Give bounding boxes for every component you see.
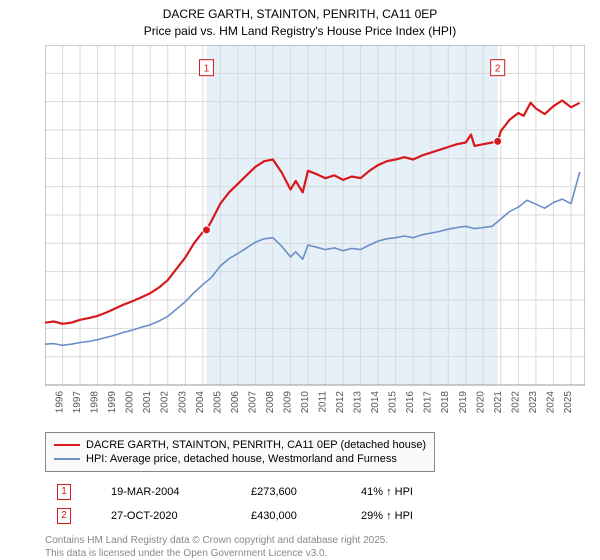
svg-text:2002: 2002 <box>160 391 171 414</box>
svg-text:2023: 2023 <box>528 391 539 414</box>
marker-id-box: 2 <box>57 508 71 524</box>
svg-text:2008: 2008 <box>265 391 276 414</box>
marker-price: £273,600 <box>251 486 321 498</box>
svg-text:2009: 2009 <box>282 391 293 414</box>
marker-detail-rows: 1 19-MAR-2004 £273,600 41% ↑ HPI 2 27-OCT-202… <box>45 480 585 528</box>
marker-detail-row: 2 27-OCT-2020 £430,000 29% ↑ HPI <box>45 504 585 528</box>
legend-label-price-paid: DACRE GARTH, STAINTON, PENRITH, CA11 0EP… <box>86 439 426 451</box>
legend-swatch-hpi <box>54 458 80 460</box>
svg-text:2: 2 <box>495 64 501 75</box>
svg-text:2003: 2003 <box>177 391 188 414</box>
credits-line1: Contains HM Land Registry data © Crown c… <box>45 534 585 547</box>
svg-text:2021: 2021 <box>493 391 504 414</box>
svg-text:1997: 1997 <box>72 391 83 414</box>
svg-text:2018: 2018 <box>440 391 451 414</box>
marker-date: 19-MAR-2004 <box>111 486 211 498</box>
svg-text:2013: 2013 <box>353 391 364 414</box>
svg-text:2022: 2022 <box>510 391 521 414</box>
marker-date: 27-OCT-2020 <box>111 510 211 522</box>
chart-footer: DACRE GARTH, STAINTON, PENRITH, CA11 0EP… <box>45 432 585 560</box>
svg-text:1999: 1999 <box>107 391 118 414</box>
marker-id-box: 1 <box>57 484 71 500</box>
svg-text:2016: 2016 <box>405 391 416 414</box>
svg-text:2010: 2010 <box>300 391 311 414</box>
svg-text:2000: 2000 <box>125 391 136 414</box>
svg-text:2019: 2019 <box>458 391 469 414</box>
svg-text:2011: 2011 <box>318 391 329 413</box>
svg-text:2001: 2001 <box>142 391 153 414</box>
chart-title-block: DACRE GARTH, STAINTON, PENRITH, CA11 0EP… <box>0 0 600 40</box>
svg-text:1995: 1995 <box>45 391 48 414</box>
svg-text:2005: 2005 <box>212 391 223 414</box>
credits-block: Contains HM Land Registry data © Crown c… <box>45 528 585 560</box>
legend-row-hpi: HPI: Average price, detached house, West… <box>54 452 426 466</box>
marker-delta: 41% ↑ HPI <box>361 486 413 498</box>
chart-plot-area: £0£50K£100K£150K£200K£250K£300K£350K£400… <box>45 45 585 425</box>
legend-box: DACRE GARTH, STAINTON, PENRITH, CA11 0EP… <box>45 432 435 472</box>
legend-label-hpi: HPI: Average price, detached house, West… <box>86 453 397 465</box>
legend-swatch-price-paid <box>54 444 80 446</box>
credits-line2: This data is licensed under the Open Gov… <box>45 547 585 560</box>
svg-text:2024: 2024 <box>545 391 556 414</box>
chart-container: DACRE GARTH, STAINTON, PENRITH, CA11 0EP… <box>0 0 600 560</box>
marker-detail-row: 1 19-MAR-2004 £273,600 41% ↑ HPI <box>45 480 585 504</box>
chart-svg: £0£50K£100K£150K£200K£250K£300K£350K£400… <box>45 45 585 425</box>
legend-row-price-paid: DACRE GARTH, STAINTON, PENRITH, CA11 0EP… <box>54 438 426 452</box>
chart-title-line2: Price paid vs. HM Land Registry's House … <box>0 23 600 40</box>
svg-text:2007: 2007 <box>247 391 258 414</box>
svg-text:2004: 2004 <box>195 391 206 414</box>
svg-text:2014: 2014 <box>370 391 381 414</box>
chart-title-line1: DACRE GARTH, STAINTON, PENRITH, CA11 0EP <box>0 6 600 23</box>
svg-text:2020: 2020 <box>475 391 486 414</box>
marker-delta: 29% ↑ HPI <box>361 510 413 522</box>
svg-text:2025: 2025 <box>563 391 574 414</box>
marker-price: £430,000 <box>251 510 321 522</box>
svg-text:1998: 1998 <box>90 391 101 414</box>
svg-text:1: 1 <box>204 64 210 75</box>
svg-text:2017: 2017 <box>423 391 434 414</box>
svg-text:2006: 2006 <box>230 391 241 414</box>
svg-text:2015: 2015 <box>388 391 399 414</box>
svg-text:1996: 1996 <box>55 391 66 414</box>
svg-text:2012: 2012 <box>335 391 346 414</box>
